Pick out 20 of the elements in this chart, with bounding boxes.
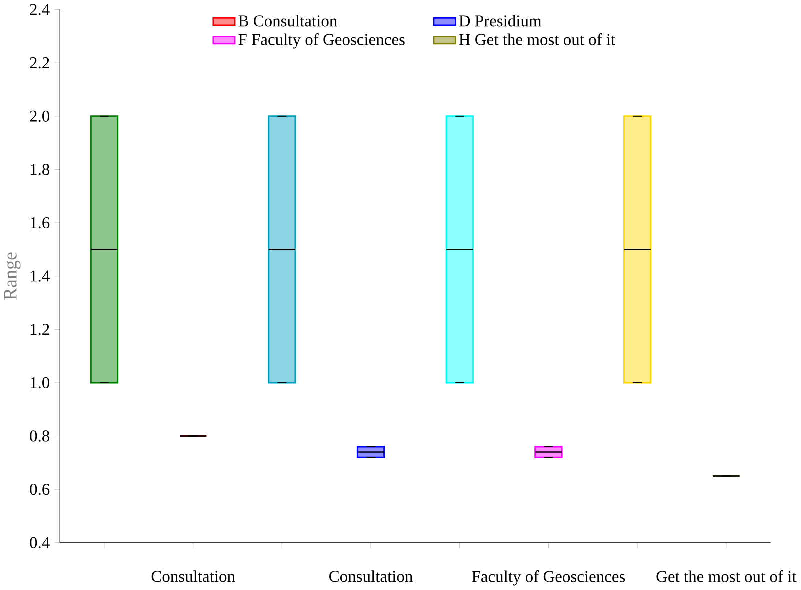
x-tick-label: Consultation xyxy=(330,570,413,582)
legend-label: B Consultation xyxy=(238,15,338,27)
y-tick-label: 1.8 xyxy=(30,164,50,176)
y-tick-label: 2.2 xyxy=(30,58,50,69)
x-tick-label: Consultation xyxy=(152,570,236,582)
legend-label: H Get the most out of it xyxy=(459,34,616,46)
x-tick-label: Get the most out of it xyxy=(656,570,797,582)
y-tick-label: 0.6 xyxy=(30,484,50,496)
y-tick-label: 2.4 xyxy=(30,4,50,16)
y-tick-label: 1.0 xyxy=(30,377,50,389)
y-tick-label: 0.8 xyxy=(30,430,50,442)
legend-label: F Faculty of Geosciences xyxy=(238,34,405,49)
y-tick-label: 1.4 xyxy=(30,270,50,282)
y-tick-label: 1.6 xyxy=(30,217,50,229)
y-axis-title: Range xyxy=(4,252,21,300)
legend-label: D Presidium xyxy=(459,15,542,27)
x-tick-label: Faculty of Geosciences xyxy=(472,570,626,586)
y-tick-label: 2.0 xyxy=(30,110,50,122)
y-tick-label: 0.4 xyxy=(30,537,50,549)
y-tick-label: 1.2 xyxy=(30,324,50,336)
